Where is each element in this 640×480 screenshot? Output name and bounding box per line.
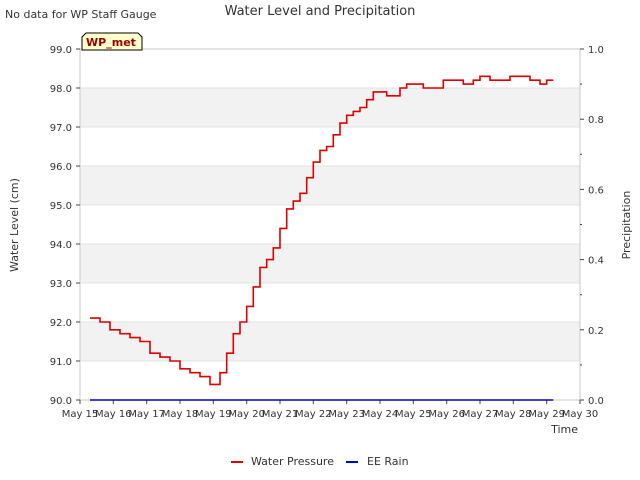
- x-tick-label: May 15: [62, 409, 99, 420]
- legend-label-water-pressure: Water Pressure: [251, 455, 334, 468]
- y-tick-label: 98.0: [50, 84, 72, 95]
- y-tick-label: 91.0: [50, 357, 72, 368]
- y-tick-label: 96.0: [50, 162, 72, 173]
- x-tick-label: May 28: [495, 409, 532, 420]
- series-line-water-pressure: [90, 75, 554, 386]
- y-tick-label: 92.0: [50, 318, 72, 329]
- x-tick-label: May 19: [195, 409, 232, 420]
- y2-tick-label: 0.0: [588, 396, 604, 407]
- y-tick-label: 94.0: [50, 240, 72, 251]
- x-tick-label: May 29: [528, 409, 565, 420]
- grid-band: [80, 322, 580, 361]
- y2-tick-label: 0.4: [588, 256, 604, 267]
- y-tick-label: 93.0: [50, 279, 72, 290]
- badge-label: WP_met: [86, 36, 136, 49]
- legend: Water Pressure EE Rain: [231, 455, 409, 468]
- grid-band: [80, 244, 580, 283]
- x-axis-label: Time: [550, 423, 578, 436]
- x-tick-label: May 20: [228, 409, 265, 420]
- wp-met-badge: WP_met: [81, 32, 143, 51]
- x-tick-label: May 24: [362, 409, 399, 420]
- y-tick-label: 97.0: [50, 123, 72, 134]
- y2-axis-label: Precipitation: [620, 191, 633, 260]
- y-tick-label: 90.0: [50, 396, 72, 407]
- y-axis-label: Water Level (cm): [8, 178, 21, 272]
- series-layer: [90, 75, 554, 401]
- y-tick-label: 99.0: [50, 45, 72, 56]
- x-tick-label: May 25: [395, 409, 432, 420]
- y2-tick-label: 0.8: [588, 115, 604, 126]
- x-tick-label: May 16: [95, 409, 132, 420]
- x-tick-label: May 21: [262, 409, 299, 420]
- x-tick-label: May 17: [128, 409, 165, 420]
- x-tick-label: May 22: [295, 409, 332, 420]
- y2-tick-label: 0.2: [588, 326, 604, 337]
- x-tick-label: May 27: [462, 409, 499, 420]
- y2-tick-label: 1.0: [588, 45, 604, 56]
- x-tick-label: May 30: [562, 409, 599, 420]
- x-tick-label: May 23: [328, 409, 365, 420]
- chart-title: Water Level and Precipitation: [225, 4, 416, 19]
- no-data-note: No data for WP Staff Gauge: [5, 8, 157, 21]
- y-tick-label: 95.0: [50, 201, 72, 212]
- grid-band: [80, 88, 580, 127]
- x-tick-label: May 18: [162, 409, 199, 420]
- grid-band: [80, 166, 580, 205]
- y2-tick-label: 0.6: [588, 185, 604, 196]
- background-bands: [80, 48, 580, 401]
- legend-label-ee-rain: EE Rain: [367, 455, 409, 468]
- x-tick-label: May 26: [428, 409, 465, 420]
